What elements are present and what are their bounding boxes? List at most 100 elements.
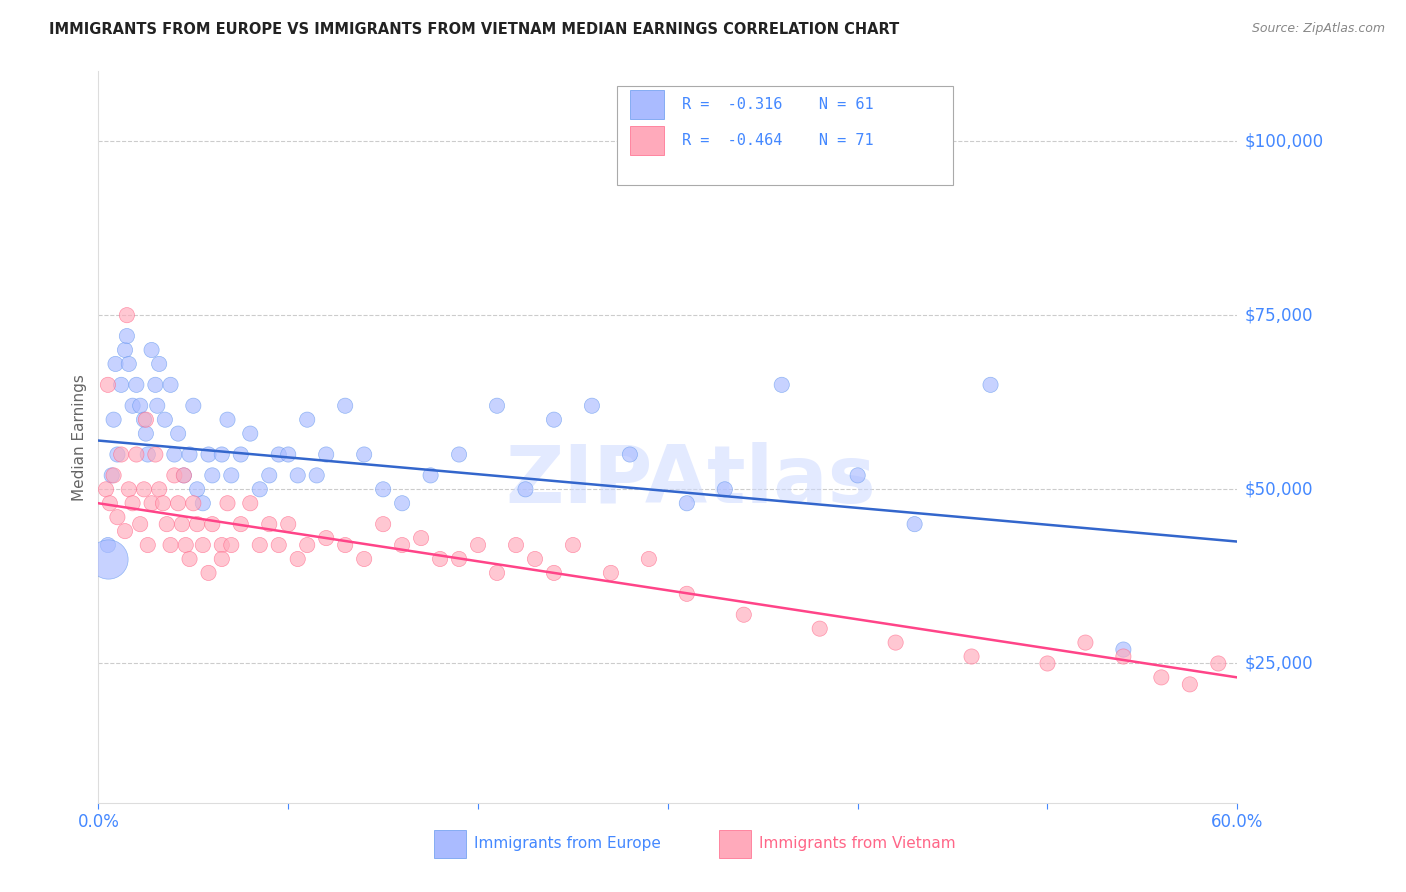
Point xyxy=(173,468,195,483)
Point xyxy=(163,468,186,483)
Point xyxy=(239,496,262,510)
Point xyxy=(979,377,1001,392)
Point xyxy=(733,607,755,622)
Point xyxy=(97,538,120,552)
Point xyxy=(239,426,262,441)
Point xyxy=(229,517,252,532)
Point xyxy=(1074,635,1097,649)
Point xyxy=(229,448,252,462)
FancyBboxPatch shape xyxy=(630,126,665,155)
Point xyxy=(94,483,117,497)
Point xyxy=(221,468,243,483)
Point xyxy=(353,448,375,462)
Point xyxy=(104,357,127,371)
Text: $100,000: $100,000 xyxy=(1244,132,1324,150)
Point xyxy=(136,538,159,552)
Point xyxy=(315,531,337,545)
Point xyxy=(107,510,129,524)
Point xyxy=(129,399,152,413)
Point xyxy=(136,448,159,462)
Point xyxy=(217,496,239,510)
Point xyxy=(156,517,179,532)
Point xyxy=(118,357,141,371)
Point xyxy=(1112,642,1135,657)
Point xyxy=(429,552,451,566)
Point xyxy=(449,552,471,566)
Point xyxy=(960,649,983,664)
Point xyxy=(515,483,537,497)
Point xyxy=(129,517,152,532)
Point xyxy=(98,496,121,510)
Point xyxy=(419,468,441,483)
Point xyxy=(267,448,290,462)
Point xyxy=(132,412,155,426)
Point xyxy=(115,329,138,343)
Point xyxy=(153,412,176,426)
Point xyxy=(846,468,869,483)
Point xyxy=(1178,677,1201,691)
Point xyxy=(259,517,281,532)
Point xyxy=(191,538,214,552)
Point xyxy=(167,426,190,441)
Point xyxy=(145,448,167,462)
Point xyxy=(135,426,157,441)
Point xyxy=(277,448,299,462)
Point xyxy=(97,552,120,566)
Point xyxy=(676,587,699,601)
Point xyxy=(600,566,623,580)
FancyBboxPatch shape xyxy=(718,830,751,858)
Point xyxy=(110,448,132,462)
Point xyxy=(486,566,509,580)
Point xyxy=(297,412,319,426)
Point xyxy=(267,538,290,552)
Point xyxy=(197,566,219,580)
Point xyxy=(132,483,155,497)
Point xyxy=(173,468,195,483)
Point xyxy=(277,517,299,532)
Point xyxy=(581,399,603,413)
Point xyxy=(391,496,413,510)
Point xyxy=(201,468,224,483)
Point xyxy=(676,496,699,510)
Text: Immigrants from Europe: Immigrants from Europe xyxy=(474,837,661,851)
Point xyxy=(197,448,219,462)
Text: $75,000: $75,000 xyxy=(1244,306,1313,324)
Point xyxy=(449,448,471,462)
Point xyxy=(146,399,169,413)
Point xyxy=(167,496,190,510)
Text: $50,000: $50,000 xyxy=(1244,480,1313,499)
Point xyxy=(467,538,489,552)
Point xyxy=(114,524,136,538)
Point xyxy=(287,552,309,566)
Point xyxy=(486,399,509,413)
Point xyxy=(186,483,208,497)
Text: R =  -0.464    N = 71: R = -0.464 N = 71 xyxy=(682,133,873,148)
Point xyxy=(152,496,174,510)
Point xyxy=(114,343,136,357)
Point xyxy=(103,412,125,426)
Point xyxy=(145,377,167,392)
Point xyxy=(619,448,641,462)
Point xyxy=(884,635,907,649)
Point xyxy=(163,448,186,462)
Text: Immigrants from Vietnam: Immigrants from Vietnam xyxy=(759,837,956,851)
Point xyxy=(125,448,148,462)
Point xyxy=(170,517,193,532)
Point xyxy=(141,496,163,510)
Point xyxy=(371,517,394,532)
Point xyxy=(159,538,181,552)
Text: ZIPAtlas: ZIPAtlas xyxy=(505,442,876,520)
Point xyxy=(217,412,239,426)
Point xyxy=(249,483,271,497)
Point xyxy=(297,538,319,552)
Text: IMMIGRANTS FROM EUROPE VS IMMIGRANTS FROM VIETNAM MEDIAN EARNINGS CORRELATION CH: IMMIGRANTS FROM EUROPE VS IMMIGRANTS FRO… xyxy=(49,22,900,37)
Point xyxy=(543,566,565,580)
Point xyxy=(186,517,208,532)
Point xyxy=(125,377,148,392)
Point xyxy=(770,377,793,392)
Point xyxy=(179,552,201,566)
Point xyxy=(211,448,233,462)
FancyBboxPatch shape xyxy=(630,90,665,119)
Y-axis label: Median Earnings: Median Earnings xyxy=(72,374,87,500)
Point xyxy=(191,496,214,510)
